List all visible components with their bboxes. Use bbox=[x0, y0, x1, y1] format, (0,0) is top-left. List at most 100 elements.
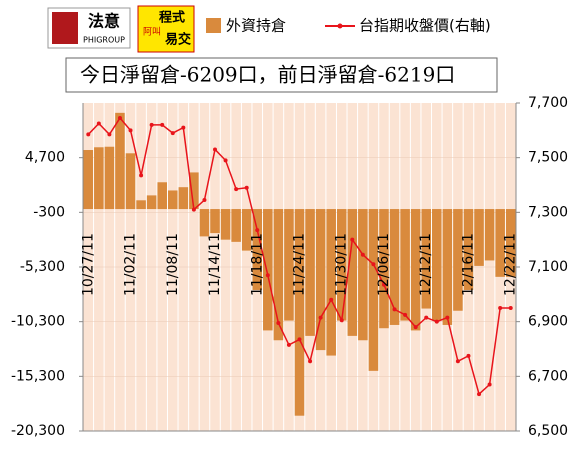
legend-swatch bbox=[337, 23, 343, 29]
line-point bbox=[86, 132, 91, 137]
x-tick-label: 10/27/11 bbox=[80, 233, 96, 296]
line-point bbox=[202, 198, 207, 203]
bar bbox=[305, 209, 315, 336]
line-point bbox=[276, 321, 281, 326]
line-point bbox=[350, 237, 355, 242]
bar bbox=[104, 146, 115, 210]
bar bbox=[347, 209, 358, 336]
line-point bbox=[381, 282, 386, 287]
legend-label: 台指期收盤價(右軸) bbox=[359, 17, 491, 35]
title-box bbox=[65, 57, 498, 93]
y2-tick-label: 7,500 bbox=[528, 150, 568, 166]
bar bbox=[505, 209, 516, 277]
bar bbox=[189, 172, 199, 210]
x-tick-label: 12/22/11 bbox=[503, 233, 519, 296]
line-point bbox=[160, 122, 165, 127]
bar bbox=[474, 209, 484, 266]
line-point bbox=[308, 359, 313, 364]
line-point bbox=[191, 207, 196, 212]
bar bbox=[326, 209, 336, 356]
bar bbox=[284, 209, 294, 321]
logo-subtext: PHIGROUP bbox=[83, 36, 125, 45]
y-tick-label: -15,300 bbox=[11, 368, 65, 384]
line-point bbox=[128, 128, 133, 133]
bar bbox=[231, 209, 241, 242]
line-point bbox=[392, 307, 397, 312]
bar bbox=[410, 209, 421, 331]
y2-tick-label: 6,500 bbox=[528, 423, 568, 439]
x-tick-label: 11/24/11 bbox=[292, 233, 308, 296]
bar bbox=[115, 112, 125, 210]
bar bbox=[146, 195, 157, 210]
logo-text: 程式 bbox=[159, 10, 185, 26]
line-point bbox=[117, 116, 122, 121]
chart-title: 今日淨留倉-6209口，前日淨留倉-6219口 bbox=[80, 63, 455, 87]
legend-swatch bbox=[206, 18, 221, 33]
line-point bbox=[107, 132, 112, 137]
logo-box bbox=[137, 5, 195, 53]
bar bbox=[368, 209, 379, 371]
line-point bbox=[360, 252, 365, 257]
bar bbox=[241, 209, 252, 251]
line-point bbox=[445, 315, 450, 320]
y-tick-label: -10,300 bbox=[11, 314, 65, 330]
line-point bbox=[498, 306, 503, 310]
bar bbox=[94, 147, 104, 210]
bar bbox=[220, 209, 231, 240]
line-point bbox=[508, 306, 513, 310]
bar bbox=[83, 150, 94, 210]
bar bbox=[157, 182, 167, 210]
y-tick-label: -20,300 bbox=[11, 423, 65, 439]
y2-tick-label: 7,700 bbox=[528, 95, 568, 111]
line-point bbox=[329, 297, 334, 302]
logo-text: 阿叫 bbox=[143, 27, 161, 38]
line-point bbox=[413, 325, 418, 330]
y2-tick-label: 6,900 bbox=[528, 314, 568, 330]
bar bbox=[442, 209, 453, 325]
line-point bbox=[455, 359, 460, 364]
bar bbox=[167, 190, 178, 210]
line-point bbox=[297, 337, 302, 342]
line-point bbox=[234, 187, 239, 192]
logo-icon bbox=[52, 12, 78, 44]
line-point bbox=[403, 312, 408, 317]
y2-tick-label: 7,300 bbox=[528, 204, 568, 220]
line-point bbox=[477, 392, 482, 397]
bar bbox=[389, 209, 400, 325]
y-tick-label: -5,300 bbox=[20, 259, 65, 275]
line-point bbox=[213, 147, 218, 152]
bar bbox=[463, 209, 474, 290]
logo-text: 易交 bbox=[165, 32, 191, 48]
line-point bbox=[170, 131, 175, 136]
line-point bbox=[318, 315, 323, 320]
bar bbox=[379, 209, 389, 329]
logo-text: 法意 bbox=[88, 12, 120, 31]
x-tick-label: 11/08/11 bbox=[165, 233, 181, 296]
x-tick-label: 11/14/11 bbox=[207, 233, 223, 296]
x-tick-label: 11/30/11 bbox=[334, 233, 350, 296]
bar bbox=[336, 209, 347, 321]
bar bbox=[484, 209, 495, 261]
line-point bbox=[286, 342, 291, 347]
x-tick-label: 11/18/11 bbox=[249, 233, 265, 296]
bar bbox=[358, 209, 368, 341]
x-tick-label: 12/06/11 bbox=[376, 233, 392, 296]
bar bbox=[315, 209, 326, 351]
x-tick-label: 12/16/11 bbox=[460, 233, 476, 296]
x-tick-label: 11/02/11 bbox=[123, 233, 139, 296]
line-point bbox=[487, 382, 492, 387]
line-point bbox=[265, 273, 270, 278]
line-point bbox=[434, 319, 439, 324]
x-tick-label: 12/12/11 bbox=[418, 233, 434, 296]
line-point bbox=[96, 121, 101, 126]
line-point bbox=[244, 185, 249, 190]
legend-label: 外資持倉 bbox=[226, 17, 286, 35]
bar bbox=[432, 209, 442, 321]
line-point bbox=[139, 173, 144, 178]
bar bbox=[199, 209, 210, 237]
bar bbox=[210, 209, 220, 234]
line-point bbox=[181, 125, 186, 130]
line-point bbox=[371, 262, 376, 267]
